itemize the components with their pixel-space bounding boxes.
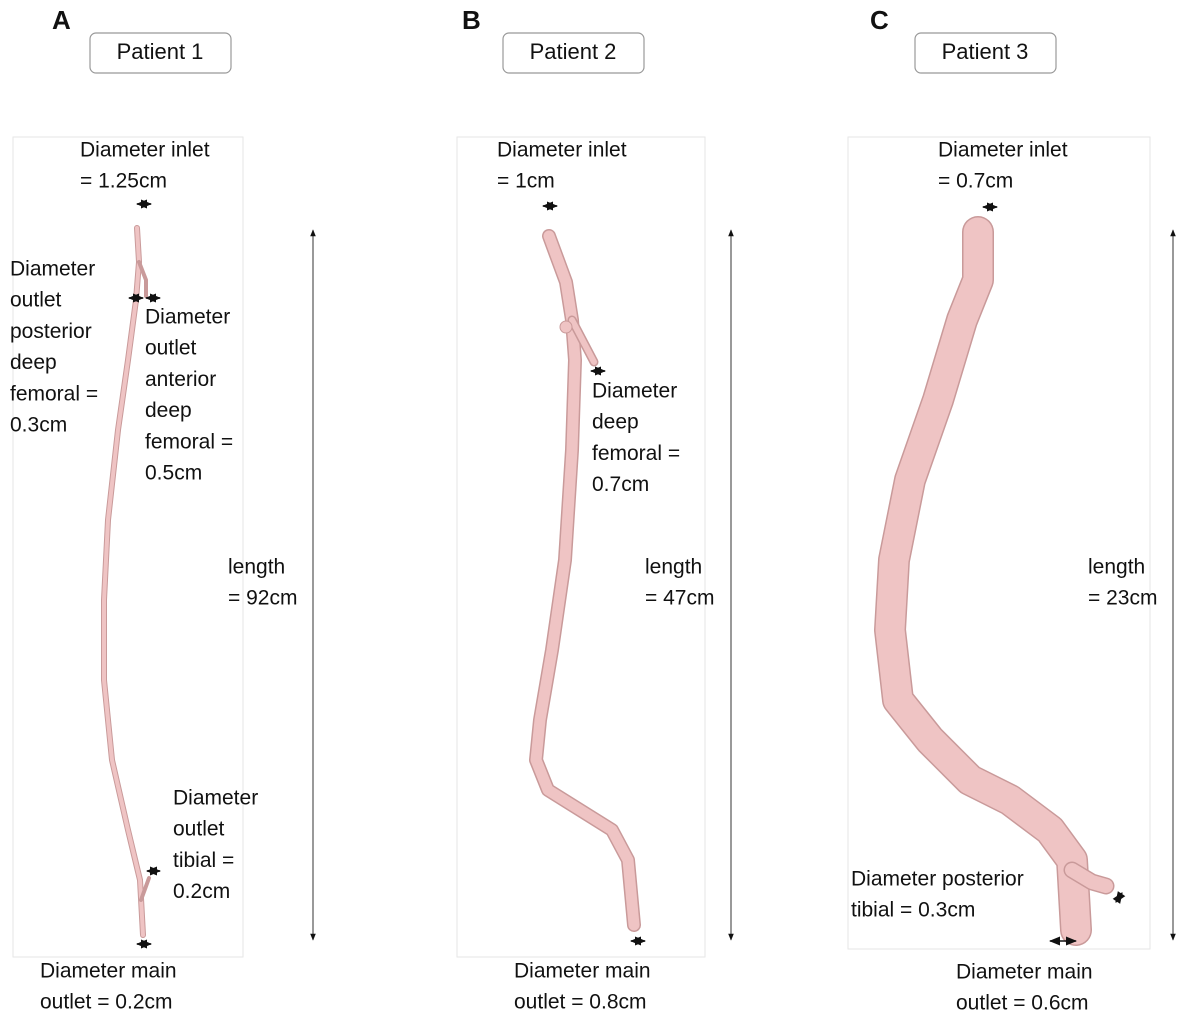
annotation-line: = 0.7cm (938, 170, 1013, 193)
annotation-line: posterior (10, 320, 92, 343)
annotation-line: = 23cm (1088, 587, 1157, 610)
vessel-b (536, 236, 634, 925)
annotation-line: femoral = (592, 442, 680, 465)
panel-letter: B (462, 5, 481, 35)
annotation-line: Diameter inlet (938, 139, 1068, 162)
annotation-line: Diameter inlet (80, 139, 210, 162)
annotation-line: outlet = 0.6cm (956, 992, 1089, 1015)
annotation-line: outlet = 0.8cm (514, 991, 647, 1014)
annotation-line: Diameter (10, 258, 95, 281)
annotation-line: outlet (145, 337, 197, 360)
annotation-line: 0.3cm (10, 414, 67, 437)
annotation-line: deep (145, 399, 192, 422)
annotation-line: Diameter (145, 306, 230, 329)
annotation-line: Diameter inlet (497, 139, 627, 162)
annotation-line: femoral = (145, 430, 233, 453)
annotation-line: length (645, 556, 702, 579)
annotation-line: = 1cm (497, 170, 555, 193)
vessel-c (890, 232, 1106, 930)
annotation-line: femoral = (10, 382, 98, 405)
annotation-line: tibial = (173, 849, 234, 872)
annotation-line: length (228, 556, 285, 579)
panel-frame (457, 137, 705, 957)
annotation-line: length (1088, 556, 1145, 579)
annotation-line: Diameter main (956, 961, 1093, 984)
annotation-line: deep (592, 411, 639, 434)
annotation-line: = 92cm (228, 587, 297, 610)
annotation-line: Diameter (173, 787, 258, 810)
annotation-line: outlet (173, 818, 225, 841)
patient-title: Patient 3 (942, 39, 1029, 64)
figure: A Patient 1 Diameter inlet = 1.25cm Diameter… (0, 0, 1178, 1019)
panel-letter: A (52, 5, 71, 35)
annotation-line: 0.7cm (592, 473, 649, 496)
annotation-line: Diameter main (514, 960, 651, 983)
annotation-line: Diameter main (40, 960, 177, 983)
annotation-line: Diameter posterior (851, 868, 1024, 891)
patient-title: Patient 1 (117, 39, 204, 64)
annotation-line: Diameter (592, 380, 677, 403)
annotation-line: outlet (10, 289, 62, 312)
annotation-line: = 1.25cm (80, 170, 167, 193)
annotation-line: tibial = 0.3cm (851, 899, 975, 922)
annotation-line: 0.5cm (145, 462, 202, 485)
panel-letter: C (870, 5, 889, 35)
annotation-line: deep (10, 351, 57, 374)
annotation-line: outlet = 0.2cm (40, 991, 173, 1014)
annotation-line: = 47cm (645, 587, 714, 610)
annotation-line: anterior (145, 368, 216, 391)
vessel-a (104, 228, 149, 935)
patient-title: Patient 2 (530, 39, 617, 64)
annotation-line: 0.2cm (173, 880, 230, 903)
